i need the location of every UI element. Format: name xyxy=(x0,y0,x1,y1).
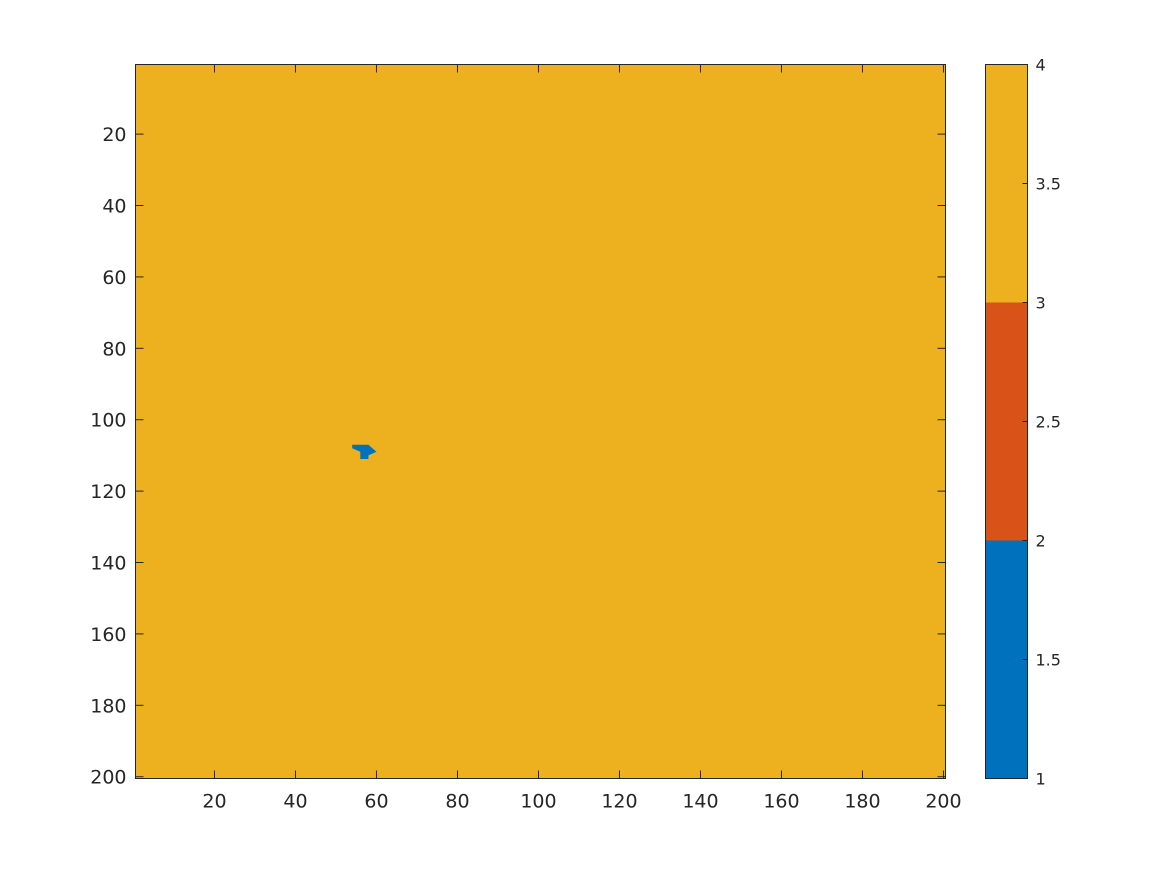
x-tick-label: 120 xyxy=(601,791,637,813)
y-tick-label: 160 xyxy=(90,624,126,646)
x-tick-label: 40 xyxy=(283,791,307,813)
x-tick-label: 20 xyxy=(202,791,226,813)
y-tick-label: 80 xyxy=(102,338,126,360)
colorbar-tick-label: 2.5 xyxy=(1036,413,1061,432)
x-tick-label: 160 xyxy=(763,791,799,813)
colorbar-ticks: 1 1.5 2 2.5 3 3.5 4 xyxy=(1022,56,1061,789)
heatmap-background xyxy=(135,64,946,779)
plot-area: 20 40 60 80 100 120 140 160 180 200 20 40 60 80 100 12… xyxy=(90,64,962,813)
colorbar-segment-1 xyxy=(985,540,1028,779)
heatmap-region-1 xyxy=(291,341,413,449)
x-tick-label: 80 xyxy=(445,791,469,813)
y-tick-label: 20 xyxy=(102,124,126,146)
colorbar-tick-label: 1 xyxy=(1036,770,1046,789)
colorbar-tick-label: 3.5 xyxy=(1036,175,1061,194)
colorbar-segments xyxy=(985,64,1028,779)
heatmap-region-3 xyxy=(566,494,632,581)
x-tick-label: 100 xyxy=(520,791,556,813)
colorbar-tick-label: 2 xyxy=(1036,532,1046,551)
heatmap-regions xyxy=(291,341,709,581)
x-tick-label: 140 xyxy=(682,791,718,813)
x-tick-label: 60 xyxy=(364,791,388,813)
plot-frame xyxy=(135,64,946,779)
colorbar: 1 1.5 2 2.5 3 3.5 4 xyxy=(985,56,1061,789)
y-axis-ticks: 20 40 60 80 100 120 140 160 180 200 xyxy=(90,124,946,789)
y-tick-label: 100 xyxy=(90,410,126,432)
y-tick-label: 60 xyxy=(102,267,126,289)
y-tick-label: 40 xyxy=(102,196,126,218)
y-tick-label: 120 xyxy=(90,481,126,503)
heatmap-region-4 xyxy=(647,484,709,542)
colorbar-segment-2 xyxy=(985,302,1028,541)
x-tick-label: 180 xyxy=(844,791,880,813)
colorbar-tick-label: 4 xyxy=(1036,56,1046,75)
y-tick-label: 180 xyxy=(90,695,126,717)
colorbar-tick-label: 1.5 xyxy=(1036,651,1061,670)
y-tick-label: 140 xyxy=(90,553,126,575)
x-axis-ticks: 20 40 60 80 100 120 140 160 180 200 xyxy=(202,64,962,813)
heatmap-region-2 xyxy=(352,444,377,459)
x-tick-label: 200 xyxy=(925,791,961,813)
colorbar-tick-label: 3 xyxy=(1036,294,1046,313)
y-tick-label: 200 xyxy=(90,767,126,789)
colorbar-segment-3 xyxy=(985,64,1028,303)
